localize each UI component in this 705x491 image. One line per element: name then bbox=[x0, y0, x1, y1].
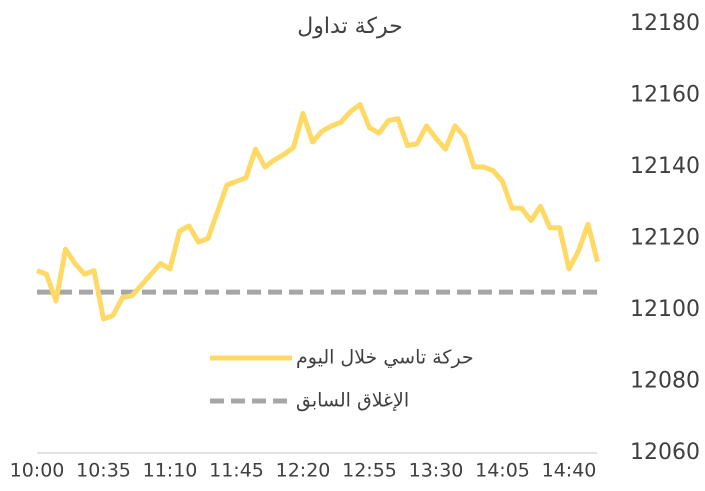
x-tick-label: 12:20 bbox=[276, 460, 331, 482]
chart-title: حركة تداول bbox=[297, 14, 402, 39]
y-tick-label: 12120 bbox=[630, 226, 700, 251]
x-tick-label: 10:00 bbox=[10, 460, 65, 482]
y-tick-label: 12140 bbox=[630, 154, 700, 179]
x-tick-label: 14:40 bbox=[542, 460, 597, 482]
x-tick-label: 11:45 bbox=[209, 460, 264, 482]
y-tick-label: 12160 bbox=[630, 83, 700, 108]
y-tick-label: 12060 bbox=[630, 440, 700, 465]
y-tick-label: 12180 bbox=[630, 11, 700, 36]
x-tick-label: 12:55 bbox=[342, 460, 397, 482]
x-tick-label: 14:05 bbox=[475, 460, 530, 482]
series-line bbox=[36, 101, 600, 322]
legend-label: حركة تاسي خلال اليوم bbox=[296, 347, 474, 369]
x-tick-label: 10:35 bbox=[76, 460, 131, 482]
y-tick-label: 12100 bbox=[630, 297, 700, 322]
legend-label: الإغلاق السابق bbox=[296, 390, 409, 412]
y-tick-label: 12080 bbox=[630, 369, 700, 394]
x-tick-label: 11:10 bbox=[143, 460, 198, 482]
x-tick-label: 13:30 bbox=[409, 460, 464, 482]
